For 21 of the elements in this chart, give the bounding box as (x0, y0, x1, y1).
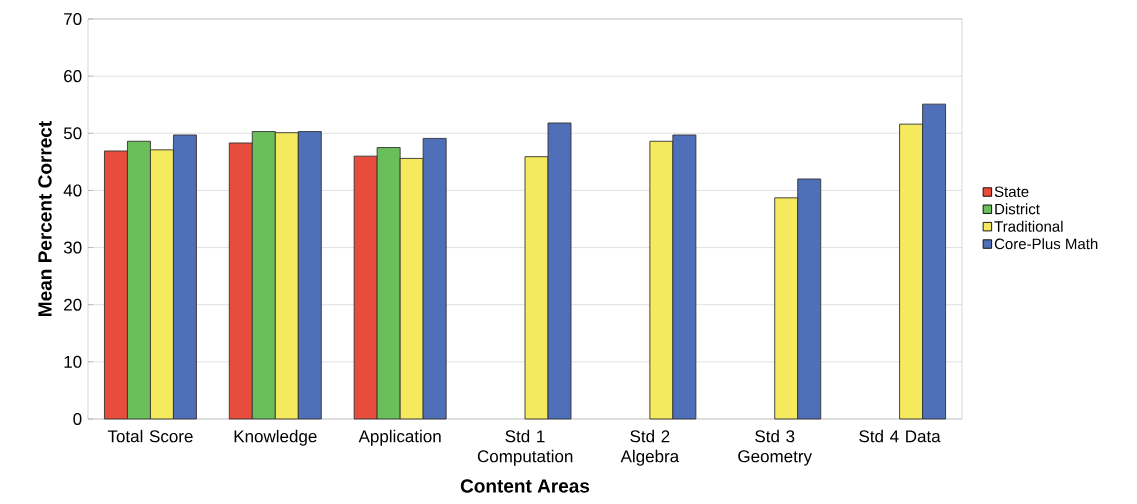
y-tick-label: 20 (64, 298, 82, 311)
y-tick-label: 0 (73, 412, 82, 426)
y-tick-label: 50 (63, 127, 82, 140)
legend-label: Core-Plus Math (994, 238, 1098, 250)
y-tick-label: 60 (64, 70, 82, 83)
y-tick-label: 30 (63, 241, 82, 254)
x-tick-label: Std 3 Geometry (738, 429, 813, 466)
y-axis-title: Mean Percent Correct (38, 121, 52, 316)
y-tick-label: 70 (64, 12, 82, 26)
x-tick-label: Std 2 Algebra (620, 429, 680, 466)
x-tick-label: Knowledge (234, 429, 317, 446)
x-tick-label: Application (358, 429, 441, 446)
y-tick-label: 10 (64, 355, 82, 368)
legend-label: District (995, 203, 1040, 215)
x-tick-label: Total Score (107, 429, 193, 443)
legend-label: State (994, 186, 1029, 197)
y-tick-label: 40 (63, 184, 82, 197)
legend-label: Traditional (994, 220, 1063, 232)
x-axis-title: Content Areas (460, 479, 590, 493)
x-tick-label: Std 1 Computation (477, 429, 573, 466)
x-tick-label: Std 4 Data (859, 429, 941, 443)
